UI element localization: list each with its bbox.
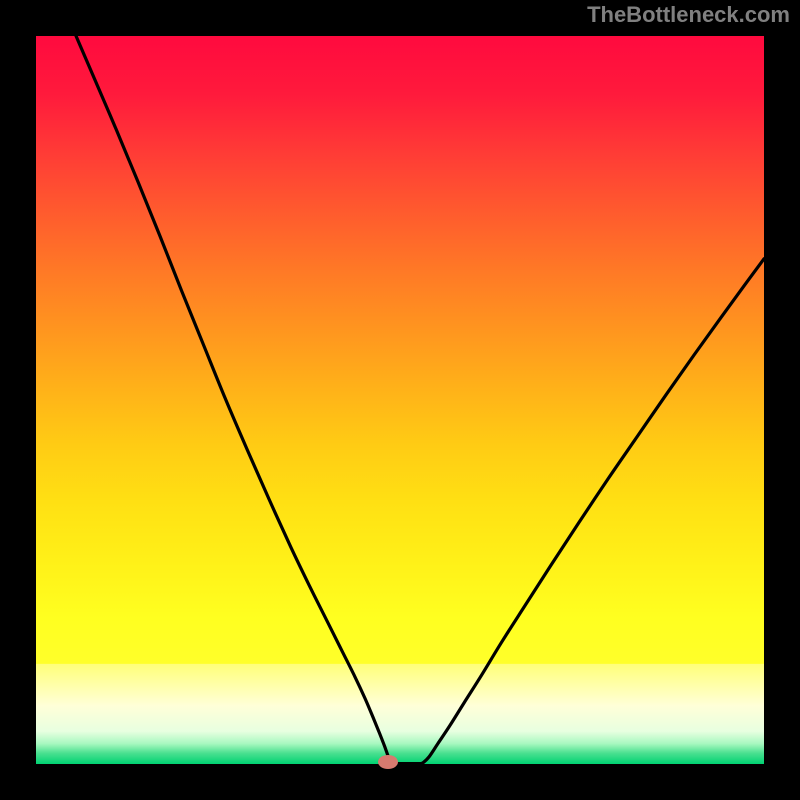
bottleneck-chart xyxy=(0,0,800,800)
attribution-label: TheBottleneck.com xyxy=(587,2,790,28)
plot-background xyxy=(36,36,764,764)
optimal-point-marker xyxy=(378,755,398,769)
chart-frame: TheBottleneck.com xyxy=(0,0,800,800)
